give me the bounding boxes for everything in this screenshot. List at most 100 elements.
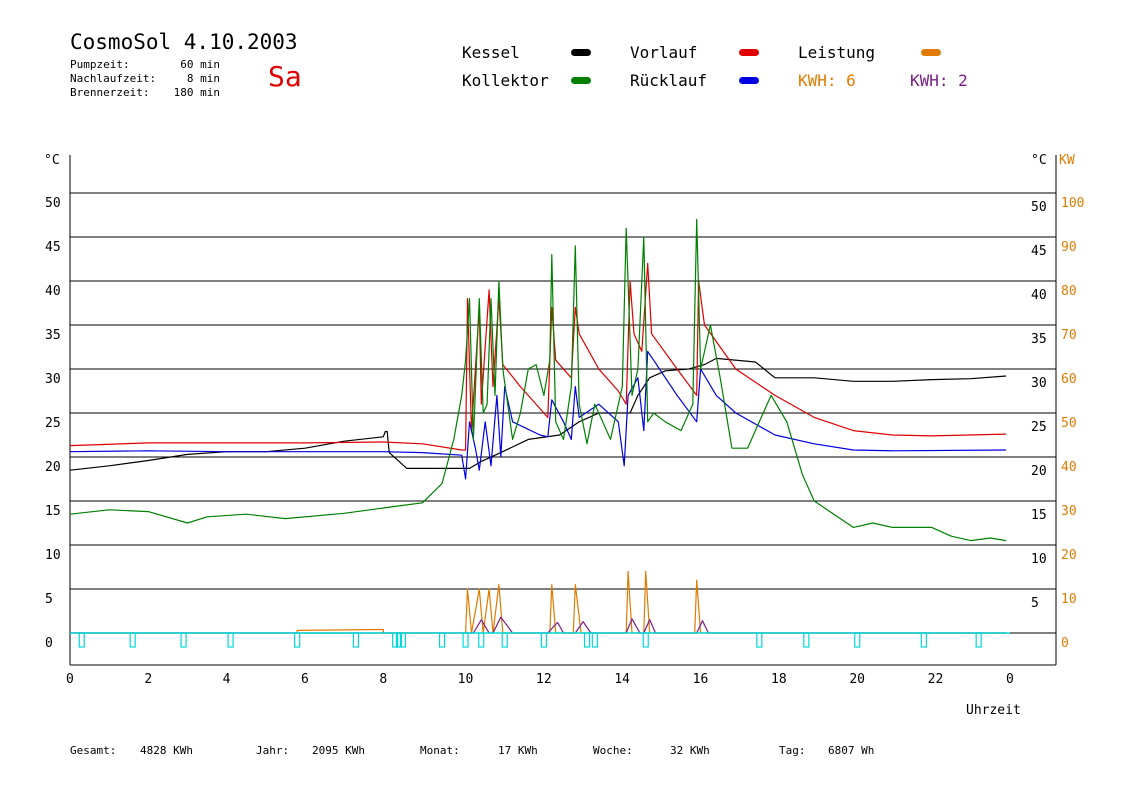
x-tick: 2 [144, 672, 152, 687]
legend-vorlauf-label: Vorlauf [630, 43, 698, 62]
pump-pulse-mark [540, 632, 548, 648]
x-tick: 4 [223, 672, 231, 687]
footer-woche-value: 32 KWh [670, 744, 710, 757]
series-leistung-line [70, 570, 1007, 634]
legend-kessel-swatch [571, 49, 591, 56]
info-value: 180 min [173, 86, 220, 99]
x-tick: 0 [66, 672, 74, 687]
y2-tick-kw: 50 [1061, 416, 1077, 431]
footer-jahr-value: 2095 KWh [312, 744, 365, 757]
x-tick: 10 [458, 672, 474, 687]
y-tick-right: 20 [1031, 464, 1047, 479]
y-tick-left: 35 [45, 328, 61, 343]
pump-pulse-mark [591, 632, 598, 648]
pump-pulse-mark [294, 632, 301, 648]
x-tick: 8 [379, 672, 387, 687]
pump-pulse-mark [438, 632, 446, 648]
y2-tick-kw: 30 [1061, 504, 1077, 519]
series-kwh2-line [70, 616, 1007, 634]
pump-pulse-mark [78, 632, 85, 648]
x-tick: 22 [928, 672, 944, 687]
x-tick: 0 [1006, 672, 1014, 687]
x-axis-label: Uhrzeit [966, 703, 1021, 718]
series-vorlauf-line [69, 262, 1007, 451]
footer-jahr-label: Jahr: [256, 744, 290, 757]
y-tick-right: 45 [1031, 244, 1047, 259]
info-row-nachlaufzeit: Nachlaufzeit: 8 min [70, 72, 220, 86]
axes [69, 155, 1057, 666]
footer-woche-label: Woche: [593, 744, 633, 757]
left-unit-label: °C [44, 153, 60, 168]
y-tick-right: 30 [1031, 376, 1047, 391]
y-tick-left: 50 [45, 196, 61, 211]
y-tick-left: 40 [45, 284, 61, 299]
legend-kollektor-label: Kollektor [462, 71, 549, 90]
legend-ruecklauf-label: Rücklauf [630, 71, 708, 90]
info-block: Pumpzeit: 60 min Nachlaufzeit: 8 min Bre… [70, 58, 220, 100]
y-tick-left: 0 [45, 636, 53, 651]
pump-pulse-mark [180, 632, 187, 648]
pump-pulse-mark [391, 632, 399, 648]
legend-ruecklauf-swatch [739, 77, 759, 84]
footer-tag-value: 6807 Wh [828, 744, 875, 757]
y-tick-right: 15 [1031, 508, 1047, 523]
info-value: 60 min [180, 58, 220, 71]
footer-monat-value: 17 KWh [498, 744, 538, 757]
pump-pulse-mark [854, 632, 861, 648]
weekday-label: Sa [268, 60, 302, 93]
y-tick-left: 45 [45, 240, 61, 255]
legend-kwh-second: KWH: 2 [910, 71, 968, 90]
y2-tick-kw: 90 [1061, 240, 1077, 255]
footer-gesamt-label: Gesamt: [70, 744, 117, 757]
info-row-brennerzeit: Brennerzeit: 180 min [70, 86, 220, 100]
y2-tick-kw: 100 [1061, 196, 1084, 211]
right-unit-kw-label: KW [1059, 153, 1075, 168]
x-tick: 16 [693, 672, 709, 687]
pump-pulse-mark [920, 632, 927, 648]
y2-tick-kw: 40 [1061, 460, 1077, 475]
y2-tick-kw: 80 [1061, 284, 1077, 299]
y-tick-left: 10 [45, 548, 61, 563]
footer-gesamt-value: 4828 KWh [140, 744, 193, 757]
pump-pulse-mark [501, 632, 508, 648]
legend-vorlauf-swatch [739, 49, 759, 56]
y-tick-right: 35 [1031, 332, 1047, 347]
y-tick-right: 10 [1031, 552, 1047, 567]
pump-pulse-mark [803, 632, 810, 648]
legend-kessel-label: Kessel [462, 43, 520, 62]
legend-leistung-swatch [921, 49, 941, 56]
grid-lines [70, 192, 1056, 634]
info-label: Nachlaufzeit: [70, 72, 157, 85]
y-tick-left: 5 [45, 592, 53, 607]
pump-pulse-mark [583, 632, 591, 648]
y-tick-right: 40 [1031, 288, 1047, 303]
pump-pulse-mark [395, 632, 403, 648]
y-tick-left: 20 [45, 460, 61, 475]
y2-tick-kw: 10 [1061, 592, 1077, 607]
x-tick: 18 [771, 672, 787, 687]
tick-labels: 0510152025303540455051015202530354045500… [45, 196, 1084, 687]
info-value: 8 min [186, 72, 220, 85]
pump-pulse-mark [129, 632, 136, 648]
y-tick-right: 25 [1031, 420, 1047, 435]
y2-tick-kw: 70 [1061, 328, 1077, 343]
pump-pulse-mark [352, 632, 360, 648]
pump-pulse-mark [478, 632, 485, 648]
y-tick-right: 50 [1031, 200, 1047, 215]
y-tick-left: 25 [45, 416, 61, 431]
y-tick-right: 5 [1031, 596, 1039, 611]
legend-kollektor-swatch [571, 77, 591, 84]
y-tick-left: 30 [45, 372, 61, 387]
y-tick-left: 15 [45, 504, 61, 519]
pump-pulse-mark [756, 632, 763, 648]
chart-title: CosmoSol 4.10.2003 [70, 30, 298, 54]
series-kessel-line [69, 357, 1007, 471]
legend-leistung-label: Leistung [798, 43, 876, 62]
y2-tick-kw: 0 [1061, 636, 1069, 651]
x-tick: 12 [536, 672, 552, 687]
info-label: Pumpzeit: [70, 58, 130, 71]
y2-tick-kw: 20 [1061, 548, 1077, 563]
info-row-pumpzeit: Pumpzeit: 60 min [70, 58, 220, 72]
legend-kwh-leistung: KWH: 6 [798, 71, 856, 90]
